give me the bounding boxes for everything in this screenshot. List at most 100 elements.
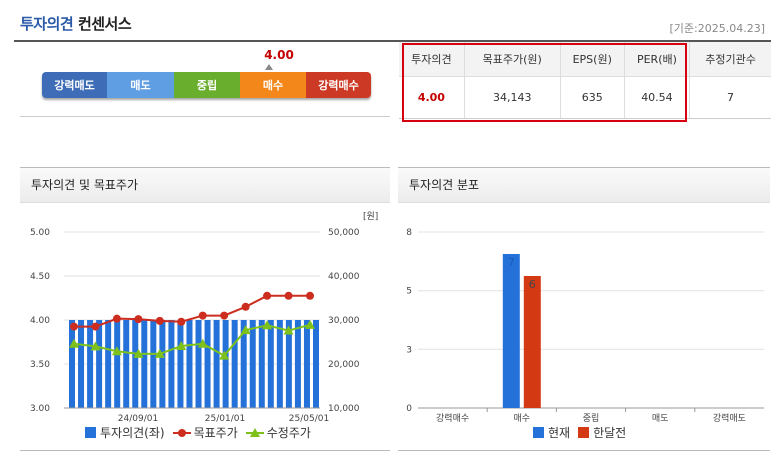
legend-swatch-line-triangle [245,427,264,439]
bar-opinion [177,320,184,408]
point-target-price [177,317,186,326]
cell-target-price: 34,143 [463,76,561,119]
legend-label: 수정주가 [266,426,311,440]
y-tick-label-right: 30,000 [328,316,360,326]
category-label: 매도 [652,413,669,424]
bar-opinion [159,320,166,408]
title-strong: 투자의견 [20,15,74,33]
point-target-price [134,315,143,324]
col-header-per: PER(배) [623,42,690,77]
bar-opinion [204,320,211,408]
y-tick-label-left: 5.00 [30,228,50,238]
bar-opinion [123,320,130,408]
point-target-price [306,291,314,300]
point-adjusted-price [283,325,294,335]
bar-opinion [96,320,103,408]
y-tick-label-left: 4.00 [30,316,50,326]
bar-opinion [285,320,292,408]
panel-title-opinion-target: 투자의견 및 목표주가 [20,168,390,203]
point-target-price [112,314,121,323]
page-title: 투자의견 컨센서스 [20,13,132,34]
bar-opinion [249,320,256,408]
point-adjusted-price [305,319,315,329]
table-header-row: 투자의견 목표주가(원) EPS(원) PER(배) 추정기관수 [399,42,771,77]
panel-title-distribution: 투자의견 분포 [398,168,770,203]
col-header-eps: EPS(원) [559,42,625,77]
gauge-score: 4.00 [264,48,294,62]
point-adjusted-price [197,338,208,348]
series-line [73,323,311,357]
bar-opinion [69,320,75,408]
bar-opinion [105,320,112,408]
y-tick-label-right: 10,000 [328,404,360,414]
point-adjusted-price [90,341,101,351]
bar-opinion [240,320,247,408]
point-adjusted-price [111,346,122,356]
legend-swatch-square [533,427,544,438]
category-label: 강력매도 [713,412,746,424]
point-adjusted-price [240,325,251,335]
category-label: 강력매수 [436,412,469,424]
cell-opinion: 4.00 [399,76,465,119]
point-target-price [284,291,293,300]
data-label: 7 [508,256,515,269]
category-label: 중립 [583,413,600,424]
point-target-price [241,302,250,311]
x-tick-label: 25/05/01 [289,414,329,424]
legend-item-opinion: 투자의견(좌) [85,424,165,441]
gauge-segment-strong-sell: 강력매도 [42,72,107,98]
y-tick-label-right: 50,000 [328,228,360,238]
opinion-gauge: 강력매도 매도 중립 매수 강력매수 [42,72,371,98]
opinion-distribution-chart: 0 3 5 8 강력매수 매수 7 6 중립 매도 강력매도 [406,228,764,424]
header-divider [14,40,771,42]
cell-analyst-count: 7 [689,76,771,119]
bar-opinion [141,320,148,408]
data-label: 6 [529,278,536,291]
bar-opinion [186,320,193,408]
point-target-price [220,311,229,320]
legend-swatch-line-circle [172,427,191,439]
col-header-target-price: 목표주가(원) [463,42,561,77]
y-tick-label-left: 3.00 [30,404,50,414]
consensus-summary-table: 투자의견 목표주가(원) EPS(원) PER(배) 추정기관수 4.00 34… [399,42,771,119]
legend-swatch-square [85,427,96,438]
opinion-target-panel: 투자의견 및 목표주가 [원] 3.00 3.50 4.00 4.50 5.00 10,00… [20,167,390,451]
bar-opinion [195,320,202,408]
bar-current [502,254,520,408]
y-tick-label-right: 20,000 [328,360,360,370]
cell-per: 40.54 [623,76,690,119]
y-tick-label-right: 40,000 [328,272,360,282]
gauge-segment-neutral: 중립 [174,72,240,98]
point-target-price [198,311,207,320]
col-header-analyst-count: 추정기관수 [689,42,771,77]
x-tick-label: 24/09/01 [118,414,158,424]
legend-label: 현재 [548,426,571,440]
point-target-price [91,322,100,331]
point-adjusted-price [154,348,165,358]
bar-opinion [258,320,265,408]
point-target-price [70,322,78,331]
bar-opinion [231,320,238,408]
point-adjusted-price [176,340,187,350]
gauge-segment-buy: 매수 [240,72,306,98]
y-tick-label-left: 4.50 [30,272,50,282]
gauge-segment-strong-buy: 강력매수 [306,72,371,98]
point-target-price [263,291,272,300]
bar-opinion [303,320,310,408]
gauge-divider [20,116,390,117]
category-label: 매수 [514,413,531,424]
point-adjusted-price [133,348,144,358]
point-adjusted-price [262,320,273,330]
chart-legend: 투자의견(좌) 목표주가 수정주가 [85,424,319,441]
y-tick-label: 5 [406,287,412,297]
legend-item-current: 현재 [533,424,570,441]
legend-item-target-price: 목표주가 [172,424,238,441]
legend-label: 한달전 [593,426,627,440]
bar-month-ago [523,276,541,408]
point-target-price [155,316,164,325]
table-row: 4.00 34,143 635 40.54 7 [399,76,771,119]
bar-opinion [87,320,94,408]
bar-opinion [150,320,157,408]
bar-opinion [267,320,274,408]
legend-item-month-ago: 한달전 [578,424,626,441]
